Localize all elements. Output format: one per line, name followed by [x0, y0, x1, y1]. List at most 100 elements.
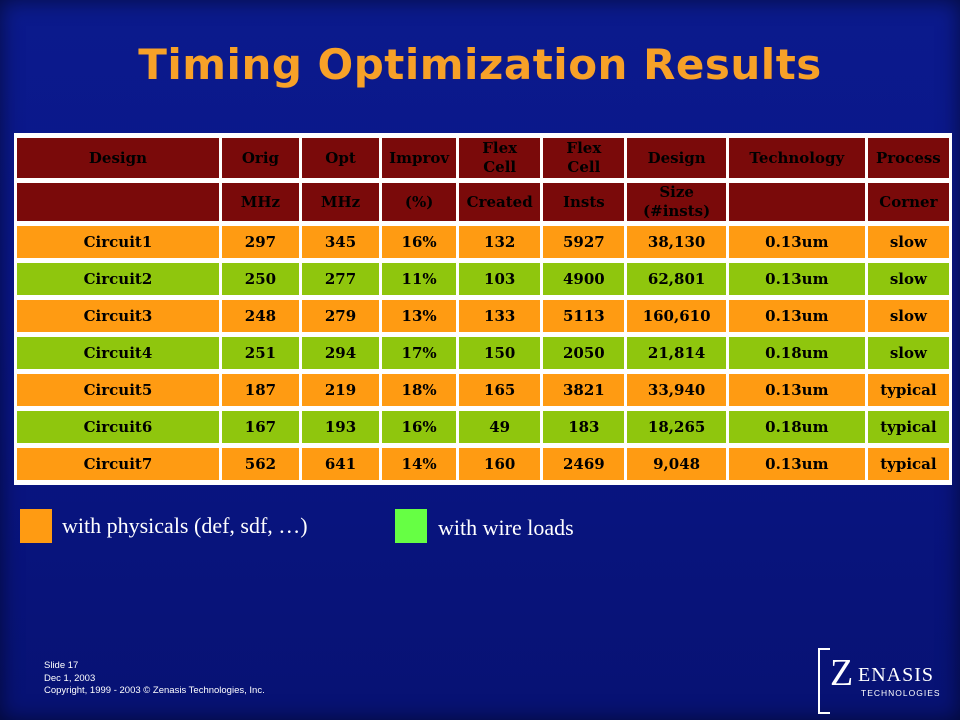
table-header-row: MHz MHz (%) Created Insts Size (#insts) Corner [17, 183, 949, 221]
copyright-text: Copyright, 1999 - 2003 © Zenasis Technol… [44, 685, 265, 696]
table-row: Circuit5 187 219 18% 165 3821 33,940 0.13um typi… [17, 374, 949, 406]
cell-tech: 0.13um [728, 263, 865, 295]
results-table: Design Orig Opt Improv Flex Cell Flex Cell Des… [14, 133, 952, 485]
logo-wordmark: ENASIS [858, 664, 935, 686]
cell-orig: 297 [221, 226, 299, 258]
cell-created: 165 [459, 374, 541, 406]
cell-size: 9,048 [627, 448, 726, 480]
table-header-row: Design Orig Opt Improv Flex Cell Flex Cell Des… [17, 138, 949, 178]
cell-size: 160,610 [627, 300, 726, 332]
cell-orig: 187 [221, 374, 299, 406]
cell-opt: 345 [301, 226, 380, 258]
header-technology [728, 183, 865, 221]
cell-orig: 251 [221, 337, 299, 369]
slide-date: Dec 1, 2003 [44, 672, 96, 684]
cell-orig: 248 [221, 300, 299, 332]
table-body: Design Orig Opt Improv Flex Cell Flex Cell Des… [17, 138, 949, 480]
header-flex-cell-created: Created [459, 183, 541, 221]
logo-initial: Z [830, 652, 854, 694]
cell-insts: 183 [543, 411, 625, 443]
cell-insts: 5927 [543, 226, 625, 258]
cell-design: Circuit5 [17, 374, 219, 406]
cell-opt: 219 [301, 374, 380, 406]
cell-tech: 0.18um [728, 411, 865, 443]
cell-opt: 294 [301, 337, 380, 369]
cell-size: 62,801 [627, 263, 726, 295]
cell-tech: 0.13um [728, 300, 865, 332]
cell-size: 18,265 [627, 411, 726, 443]
cell-improv: 18% [382, 374, 457, 406]
cell-corner: typical [867, 411, 949, 443]
cell-insts: 3821 [543, 374, 625, 406]
cell-design: Circuit3 [17, 300, 219, 332]
zenasis-logo: Z ENASIS TECHNOLOGIES [818, 648, 944, 714]
cell-tech: 0.18um [728, 337, 865, 369]
cell-orig: 562 [221, 448, 299, 480]
cell-improv: 14% [382, 448, 457, 480]
cell-improv: 16% [382, 226, 457, 258]
header-opt: MHz [301, 183, 380, 221]
cell-created: 150 [459, 337, 541, 369]
slide-footer: Slide 17 Dec 1, 2003 Copyright, 1999 - 2… [44, 660, 265, 698]
cell-tech: 0.13um [728, 374, 865, 406]
cell-opt: 279 [301, 300, 380, 332]
table-row: Circuit3 248 279 13% 133 5113 160,610 0.13um slo… [17, 300, 949, 332]
logo-subtitle: TECHNOLOGIES [861, 688, 941, 698]
legend-physicals-swatch [20, 509, 52, 543]
cell-tech: 0.13um [728, 226, 865, 258]
cell-design: Circuit4 [17, 337, 219, 369]
cell-size: 38,130 [627, 226, 726, 258]
cell-insts: 5113 [543, 300, 625, 332]
header-orig: MHz [221, 183, 299, 221]
table-row: Circuit6 167 193 16% 49 183 18,265 0.18um typica… [17, 411, 949, 443]
header-technology: Technology [728, 138, 865, 178]
cell-design: Circuit1 [17, 226, 219, 258]
table-row: Circuit4 251 294 17% 150 2050 21,814 0.18um slow [17, 337, 949, 369]
header-design-size: Size (#insts) [627, 183, 726, 221]
cell-design: Circuit7 [17, 448, 219, 480]
legend-wire-loads-label: with wire loads [438, 515, 574, 540]
cell-opt: 641 [301, 448, 380, 480]
table-row: Circuit1 297 345 16% 132 5927 38,130 0.13um slow [17, 226, 949, 258]
cell-created: 103 [459, 263, 541, 295]
header-flex-cell-insts: Flex Cell [543, 138, 625, 178]
header-opt: Opt [301, 138, 380, 178]
cell-opt: 193 [301, 411, 380, 443]
header-orig: Orig [221, 138, 299, 178]
table-row: Circuit2 250 277 11% 103 4900 62,801 0.13um slow [17, 263, 949, 295]
cell-insts: 2469 [543, 448, 625, 480]
cell-design: Circuit2 [17, 263, 219, 295]
cell-improv: 11% [382, 263, 457, 295]
cell-design: Circuit6 [17, 411, 219, 443]
header-process-corner: Process [867, 138, 949, 178]
slide-number: Slide 17 [44, 660, 79, 671]
cell-created: 132 [459, 226, 541, 258]
cell-improv: 16% [382, 411, 457, 443]
cell-insts: 2050 [543, 337, 625, 369]
cell-corner: typical [867, 448, 949, 480]
cell-insts: 4900 [543, 263, 625, 295]
cell-corner: slow [867, 263, 949, 295]
header-flex-cell-created: Flex Cell [459, 138, 541, 178]
cell-corner: typical [867, 374, 949, 406]
cell-orig: 250 [221, 263, 299, 295]
header-process-corner: Corner [867, 183, 949, 221]
header-design: Design [17, 138, 219, 178]
cell-improv: 13% [382, 300, 457, 332]
legend-physicals-label: with physicals (def, sdf, …) [62, 513, 308, 538]
cell-created: 49 [459, 411, 541, 443]
header-improv: (%) [382, 183, 457, 221]
header-design-size: Design [627, 138, 726, 178]
cell-created: 133 [459, 300, 541, 332]
cell-size: 21,814 [627, 337, 726, 369]
cell-created: 160 [459, 448, 541, 480]
cell-tech: 0.13um [728, 448, 865, 480]
cell-improv: 17% [382, 337, 457, 369]
cell-orig: 167 [221, 411, 299, 443]
cell-corner: slow [867, 300, 949, 332]
header-design [17, 183, 219, 221]
table-row: Circuit7 562 641 14% 160 2469 9,048 0.13um typic… [17, 448, 949, 480]
slide-title: Timing Optimization Results [138, 40, 822, 89]
cell-opt: 277 [301, 263, 380, 295]
cell-corner: slow [867, 226, 949, 258]
